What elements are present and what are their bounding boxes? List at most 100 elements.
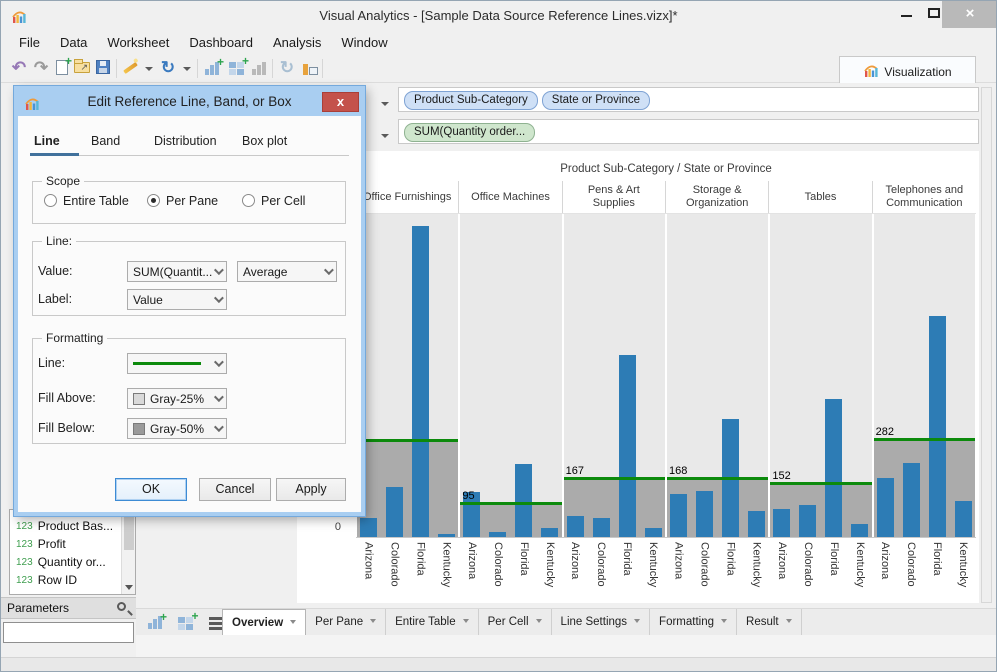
field-item[interactable]: 123 Quantity or... — [10, 553, 135, 571]
reference-line[interactable] — [873, 437, 975, 441]
redo-icon[interactable]: ↷ — [33, 58, 49, 77]
save-icon[interactable] — [94, 58, 114, 78]
apply-button[interactable]: Apply — [276, 478, 346, 501]
radio-icon[interactable] — [44, 194, 57, 207]
panel-splitter[interactable] — [981, 87, 992, 603]
bar-colorado[interactable] — [902, 462, 920, 537]
reference-line[interactable] — [563, 477, 665, 481]
dimension-pill[interactable]: Product Sub-Category — [404, 91, 538, 110]
tab-caret-icon[interactable] — [535, 619, 542, 623]
sheet-tab-result[interactable]: Result — [737, 609, 802, 636]
add-dashboard-icon[interactable]: + — [176, 609, 198, 632]
bar-colorado[interactable] — [386, 486, 403, 537]
fill-below-dropdown[interactable]: Gray-50% — [127, 418, 227, 439]
radio-icon[interactable] — [147, 194, 160, 207]
reference-line[interactable] — [460, 502, 562, 506]
ok-button[interactable]: OK — [115, 478, 187, 501]
bar-florida[interactable] — [515, 464, 533, 537]
bar-florida[interactable] — [928, 315, 946, 537]
radio-icon[interactable] — [242, 194, 255, 207]
sheet-tab-entire-table[interactable]: Entire Table — [386, 609, 479, 636]
open-icon[interactable] — [73, 58, 93, 78]
parameters-input[interactable] — [3, 622, 134, 643]
bar-arizona[interactable] — [566, 515, 584, 537]
refresh-dropdown-caret-icon[interactable] — [181, 58, 193, 78]
add-dashboard-icon[interactable]: + — [227, 54, 249, 78]
sheet-tab-per-pane[interactable]: Per Pane — [306, 609, 387, 636]
bar-florida[interactable] — [618, 355, 636, 537]
bar-florida[interactable] — [412, 225, 429, 537]
show-me-icon[interactable] — [250, 58, 270, 78]
dialog-tab-distribution[interactable]: Distribution — [154, 134, 217, 148]
bar-arizona[interactable] — [360, 517, 377, 537]
bar-kentucky[interactable] — [438, 533, 455, 537]
add-worksheet-icon[interactable]: + — [203, 55, 224, 78]
bar-kentucky[interactable] — [954, 501, 972, 537]
bar-arizona[interactable] — [773, 509, 791, 537]
fill-above-dropdown[interactable]: Gray-25% — [127, 388, 227, 409]
tab-caret-icon[interactable] — [462, 619, 469, 623]
bar-kentucky[interactable] — [851, 524, 869, 537]
bar-kentucky[interactable] — [644, 528, 662, 537]
dimension-pill[interactable]: State or Province — [541, 91, 651, 110]
search-icon[interactable] — [117, 602, 126, 611]
radio-per-cell[interactable]: Per Cell — [242, 194, 305, 209]
label-dropdown[interactable]: Value — [127, 289, 227, 310]
tab-caret-icon[interactable] — [785, 619, 792, 623]
menu-item-dashboard[interactable]: Dashboard — [189, 35, 253, 50]
line-style-dropdown[interactable] — [127, 353, 227, 374]
menu-item-window[interactable]: Window — [341, 35, 388, 50]
rows-shelf-caret-icon[interactable] — [378, 125, 392, 143]
dialog-tab-box-plot[interactable]: Box plot — [242, 134, 288, 148]
columns-shelf-caret-icon[interactable] — [378, 93, 392, 111]
dialog-tab-line[interactable]: Line — [34, 134, 60, 148]
measure-pill[interactable]: SUM(Quantity order... — [404, 123, 536, 142]
cancel-button[interactable]: Cancel — [199, 478, 271, 501]
visualization-panel-tab[interactable]: Visualization — [839, 56, 976, 83]
tab-caret-icon[interactable] — [290, 620, 297, 624]
value-dropdown[interactable]: SUM(Quantit... — [127, 261, 227, 282]
sheet-tab-per-cell[interactable]: Per Cell — [479, 609, 552, 636]
reference-line[interactable] — [667, 476, 769, 480]
update-icon[interactable]: ↻ — [279, 58, 295, 77]
tab-caret-icon[interactable] — [370, 619, 377, 623]
menu-item-worksheet[interactable]: Worksheet — [107, 35, 170, 50]
aggregation-dropdown[interactable]: Average — [237, 261, 337, 282]
field-item[interactable]: 123 Row ID — [10, 571, 135, 589]
undo-icon[interactable]: ↶ — [11, 58, 27, 77]
close-button[interactable]: × — [942, 1, 996, 28]
radio-per-pane[interactable]: Per Pane — [147, 194, 218, 209]
menu-item-file[interactable]: File — [19, 35, 40, 50]
bar-kentucky[interactable] — [541, 528, 559, 537]
refresh-data-icon[interactable]: ↻ — [160, 58, 176, 77]
minimize-button[interactable] — [894, 1, 920, 27]
wand-dropdown-caret-icon[interactable] — [143, 58, 155, 78]
bar-colorado[interactable] — [799, 505, 817, 537]
bar-colorado[interactable] — [489, 531, 507, 537]
bar-colorado[interactable] — [696, 491, 713, 537]
swap-icon[interactable] — [300, 58, 320, 78]
field-item[interactable]: 123 Profit — [10, 535, 135, 553]
scrollbar-down-icon[interactable] — [125, 585, 133, 590]
tab-caret-icon[interactable] — [634, 619, 641, 623]
bar-arizona[interactable] — [670, 494, 687, 537]
bar-arizona[interactable] — [876, 478, 894, 537]
bar-kentucky[interactable] — [748, 511, 765, 537]
add-worksheet-icon[interactable]: + — [146, 610, 167, 632]
field-list-scrollbar[interactable] — [121, 510, 135, 594]
reference-line[interactable] — [357, 439, 459, 443]
bar-colorado[interactable] — [592, 517, 610, 537]
sheet-tab-formatting[interactable]: Formatting — [650, 609, 738, 636]
menu-item-analysis[interactable]: Analysis — [272, 35, 322, 50]
bar-florida[interactable] — [825, 399, 843, 537]
tab-caret-icon[interactable] — [721, 619, 728, 623]
new-workbook-icon[interactable] — [53, 54, 73, 78]
radio-entire-table[interactable]: Entire Table — [44, 194, 129, 209]
sheet-tab-overview[interactable]: Overview — [222, 609, 307, 636]
dialog-tab-band[interactable]: Band — [91, 134, 121, 148]
magic-wand-icon[interactable] — [121, 58, 141, 78]
sheet-tab-line-settings[interactable]: Line Settings — [552, 609, 651, 636]
field-item[interactable]: 123 Product Bas... — [10, 517, 135, 535]
maximize-button[interactable] — [921, 1, 947, 27]
menu-item-data[interactable]: Data — [59, 35, 88, 50]
